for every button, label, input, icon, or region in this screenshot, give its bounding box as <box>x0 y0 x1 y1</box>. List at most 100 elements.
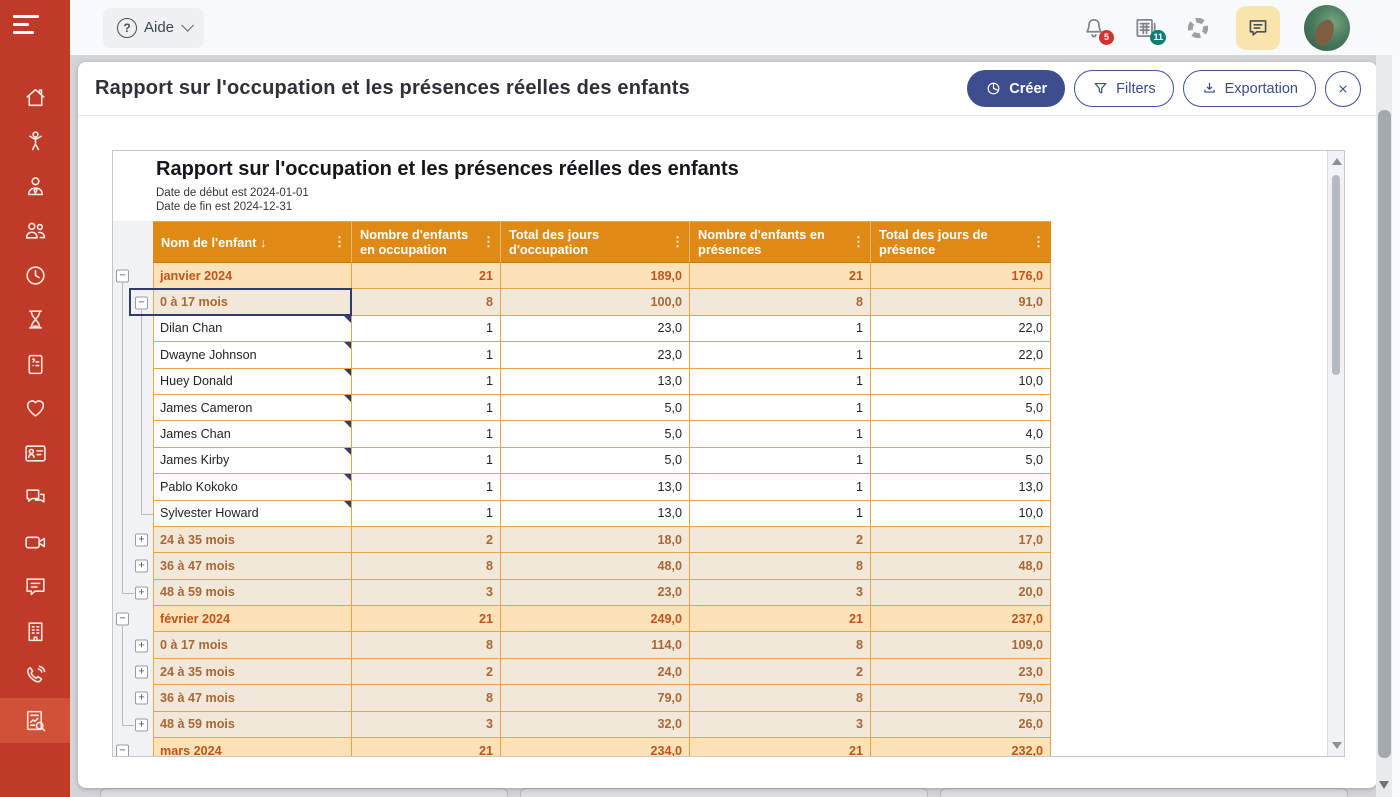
scroll-down-icon[interactable] <box>1332 742 1342 749</box>
value-cell[interactable]: 22,0 <box>871 342 1051 369</box>
value-cell[interactable]: 1 <box>352 368 501 395</box>
value-cell[interactable]: 109,0 <box>871 632 1051 659</box>
value-cell[interactable]: 114,0 <box>501 632 690 659</box>
value-cell[interactable]: 1 <box>690 500 871 527</box>
row-label-cell[interactable]: James Chan <box>153 421 352 448</box>
value-cell[interactable]: 21 <box>352 606 501 633</box>
row-label-cell[interactable]: janvier 2024 <box>153 263 352 290</box>
value-cell[interactable]: 3 <box>690 711 871 739</box>
value-cell[interactable]: 18,0 <box>501 526 690 554</box>
expand-button[interactable]: + <box>135 691 148 705</box>
table-row[interactable]: +36 à 47 mois 8 79,0 8 79,0 <box>113 685 1051 712</box>
value-cell[interactable]: 1 <box>690 315 871 343</box>
value-cell[interactable]: 8 <box>690 553 871 580</box>
value-cell[interactable]: 8 <box>352 553 501 580</box>
collapse-button[interactable]: − <box>116 612 129 626</box>
table-row[interactable]: +48 à 59 mois 3 23,0 3 20,0 <box>113 579 1051 607</box>
value-cell[interactable]: 8 <box>690 632 871 659</box>
value-cell[interactable]: 20,0 <box>871 579 1051 607</box>
table-row[interactable]: James Chan 1 5,0 1 4,0 <box>113 421 1051 448</box>
row-label-cell[interactable]: James Cameron <box>153 394 352 422</box>
table-row[interactable]: +24 à 35 mois 2 24,0 2 23,0 <box>113 658 1051 686</box>
value-cell[interactable]: 23,0 <box>501 579 690 607</box>
value-cell[interactable]: 1 <box>352 447 501 475</box>
help-button[interactable]: ? Aide <box>103 7 205 48</box>
table-row[interactable]: Dilan Chan 1 23,0 1 22,0 <box>113 315 1051 343</box>
expand-button[interactable]: + <box>135 718 148 732</box>
row-label-cell[interactable]: 36 à 47 mois <box>153 685 352 712</box>
avatar[interactable] <box>1304 4 1350 51</box>
row-label-cell[interactable]: James Kirby <box>153 447 352 475</box>
row-label-cell[interactable]: 0 à 17 mois <box>153 289 352 316</box>
row-label-cell[interactable]: 36 à 47 mois <box>153 553 352 580</box>
value-cell[interactable]: 4,0 <box>871 421 1051 448</box>
row-label-cell[interactable]: 24 à 35 mois <box>153 658 352 686</box>
value-cell[interactable]: 189,0 <box>501 263 690 290</box>
column-header[interactable]: Nombre d'enfants en occupation ⋮ <box>352 221 501 263</box>
news-button[interactable]: 11 <box>1132 14 1166 45</box>
value-cell[interactable]: 91,0 <box>871 289 1051 316</box>
value-cell[interactable]: 22,0 <box>871 315 1051 343</box>
sidebar-item-reports[interactable] <box>0 698 70 743</box>
column-menu-icon[interactable]: ⋮ <box>333 234 346 249</box>
value-cell[interactable]: 8 <box>690 685 871 712</box>
table-row[interactable]: − février 2024 21 249,0 21 237,0 <box>113 606 1051 633</box>
value-cell[interactable]: 5,0 <box>501 421 690 448</box>
menu-toggle-button[interactable] <box>0 0 70 45</box>
value-cell[interactable]: 8 <box>352 632 501 659</box>
value-cell[interactable]: 10,0 <box>871 500 1051 527</box>
export-button[interactable]: Exportation <box>1182 70 1316 107</box>
value-cell[interactable]: 5,0 <box>871 447 1051 475</box>
value-cell[interactable]: 232,0 <box>871 738 1051 756</box>
value-cell[interactable]: 8 <box>690 289 871 316</box>
column-menu-icon[interactable]: ⋮ <box>1032 234 1045 249</box>
value-cell[interactable]: 21 <box>690 263 871 290</box>
value-cell[interactable]: 2 <box>352 526 501 554</box>
value-cell[interactable]: 1 <box>690 421 871 448</box>
table-row[interactable]: −0 à 17 mois 8 100,0 8 91,0 <box>113 288 1051 316</box>
page-scrollbar-thumb[interactable] <box>1377 110 1391 758</box>
value-cell[interactable]: 13,0 <box>501 474 690 501</box>
value-cell[interactable]: 48,0 <box>501 553 690 580</box>
collapse-button[interactable]: − <box>116 744 129 756</box>
table-row[interactable]: +48 à 59 mois 3 32,0 3 26,0 <box>113 711 1051 739</box>
value-cell[interactable]: 21 <box>352 263 501 290</box>
row-label-cell[interactable]: mars 2024 <box>153 738 352 756</box>
chat-button[interactable] <box>1236 5 1280 50</box>
column-header[interactable]: Total des jours de présence ⋮ <box>871 221 1051 263</box>
sidebar-item-contacts[interactable] <box>0 209 70 254</box>
value-cell[interactable]: 5,0 <box>501 394 690 422</box>
value-cell[interactable]: 1 <box>352 474 501 501</box>
value-cell[interactable]: 1 <box>690 447 871 475</box>
value-cell[interactable]: 48,0 <box>871 553 1051 580</box>
support-button[interactable] <box>1184 14 1212 42</box>
table-row[interactable]: Pablo Kokoko 1 13,0 1 13,0 <box>113 474 1051 501</box>
value-cell[interactable]: 21 <box>690 606 871 633</box>
filters-button[interactable]: Filters <box>1074 70 1174 107</box>
value-cell[interactable]: 3 <box>690 579 871 607</box>
table-row[interactable]: Sylvester Howard 1 13,0 1 10,0 <box>113 500 1051 527</box>
value-cell[interactable]: 8 <box>352 289 501 316</box>
sidebar-item-staff[interactable] <box>0 164 70 209</box>
row-label-cell[interactable]: 24 à 35 mois <box>153 526 352 554</box>
sidebar-item-messages[interactable] <box>0 565 70 610</box>
collapse-button[interactable]: − <box>135 296 148 310</box>
value-cell[interactable]: 1 <box>690 368 871 395</box>
value-cell[interactable]: 2 <box>352 658 501 686</box>
value-cell[interactable]: 5,0 <box>501 447 690 475</box>
value-cell[interactable]: 1 <box>690 342 871 369</box>
column-header[interactable]: Nombre d'enfants en présences ⋮ <box>690 221 871 263</box>
page-scrollbar[interactable] <box>1376 55 1392 797</box>
expand-button[interactable]: + <box>135 559 148 573</box>
table-row[interactable]: James Kirby 1 5,0 1 5,0 <box>113 447 1051 475</box>
value-cell[interactable]: 1 <box>352 342 501 369</box>
table-row[interactable]: Huey Donald 1 13,0 1 10,0 <box>113 368 1051 395</box>
sidebar-item-video[interactable] <box>0 520 70 565</box>
column-menu-icon[interactable]: ⋮ <box>482 234 495 249</box>
table-row[interactable]: Dwayne Johnson 1 23,0 1 22,0 <box>113 342 1051 369</box>
column-header[interactable]: Nom de l'enfant ↓ ⋮ <box>153 221 352 263</box>
value-cell[interactable]: 2 <box>690 526 871 554</box>
value-cell[interactable]: 100,0 <box>501 289 690 316</box>
row-label-cell[interactable]: 48 à 59 mois <box>153 579 352 607</box>
sidebar-item-children[interactable] <box>0 120 70 165</box>
